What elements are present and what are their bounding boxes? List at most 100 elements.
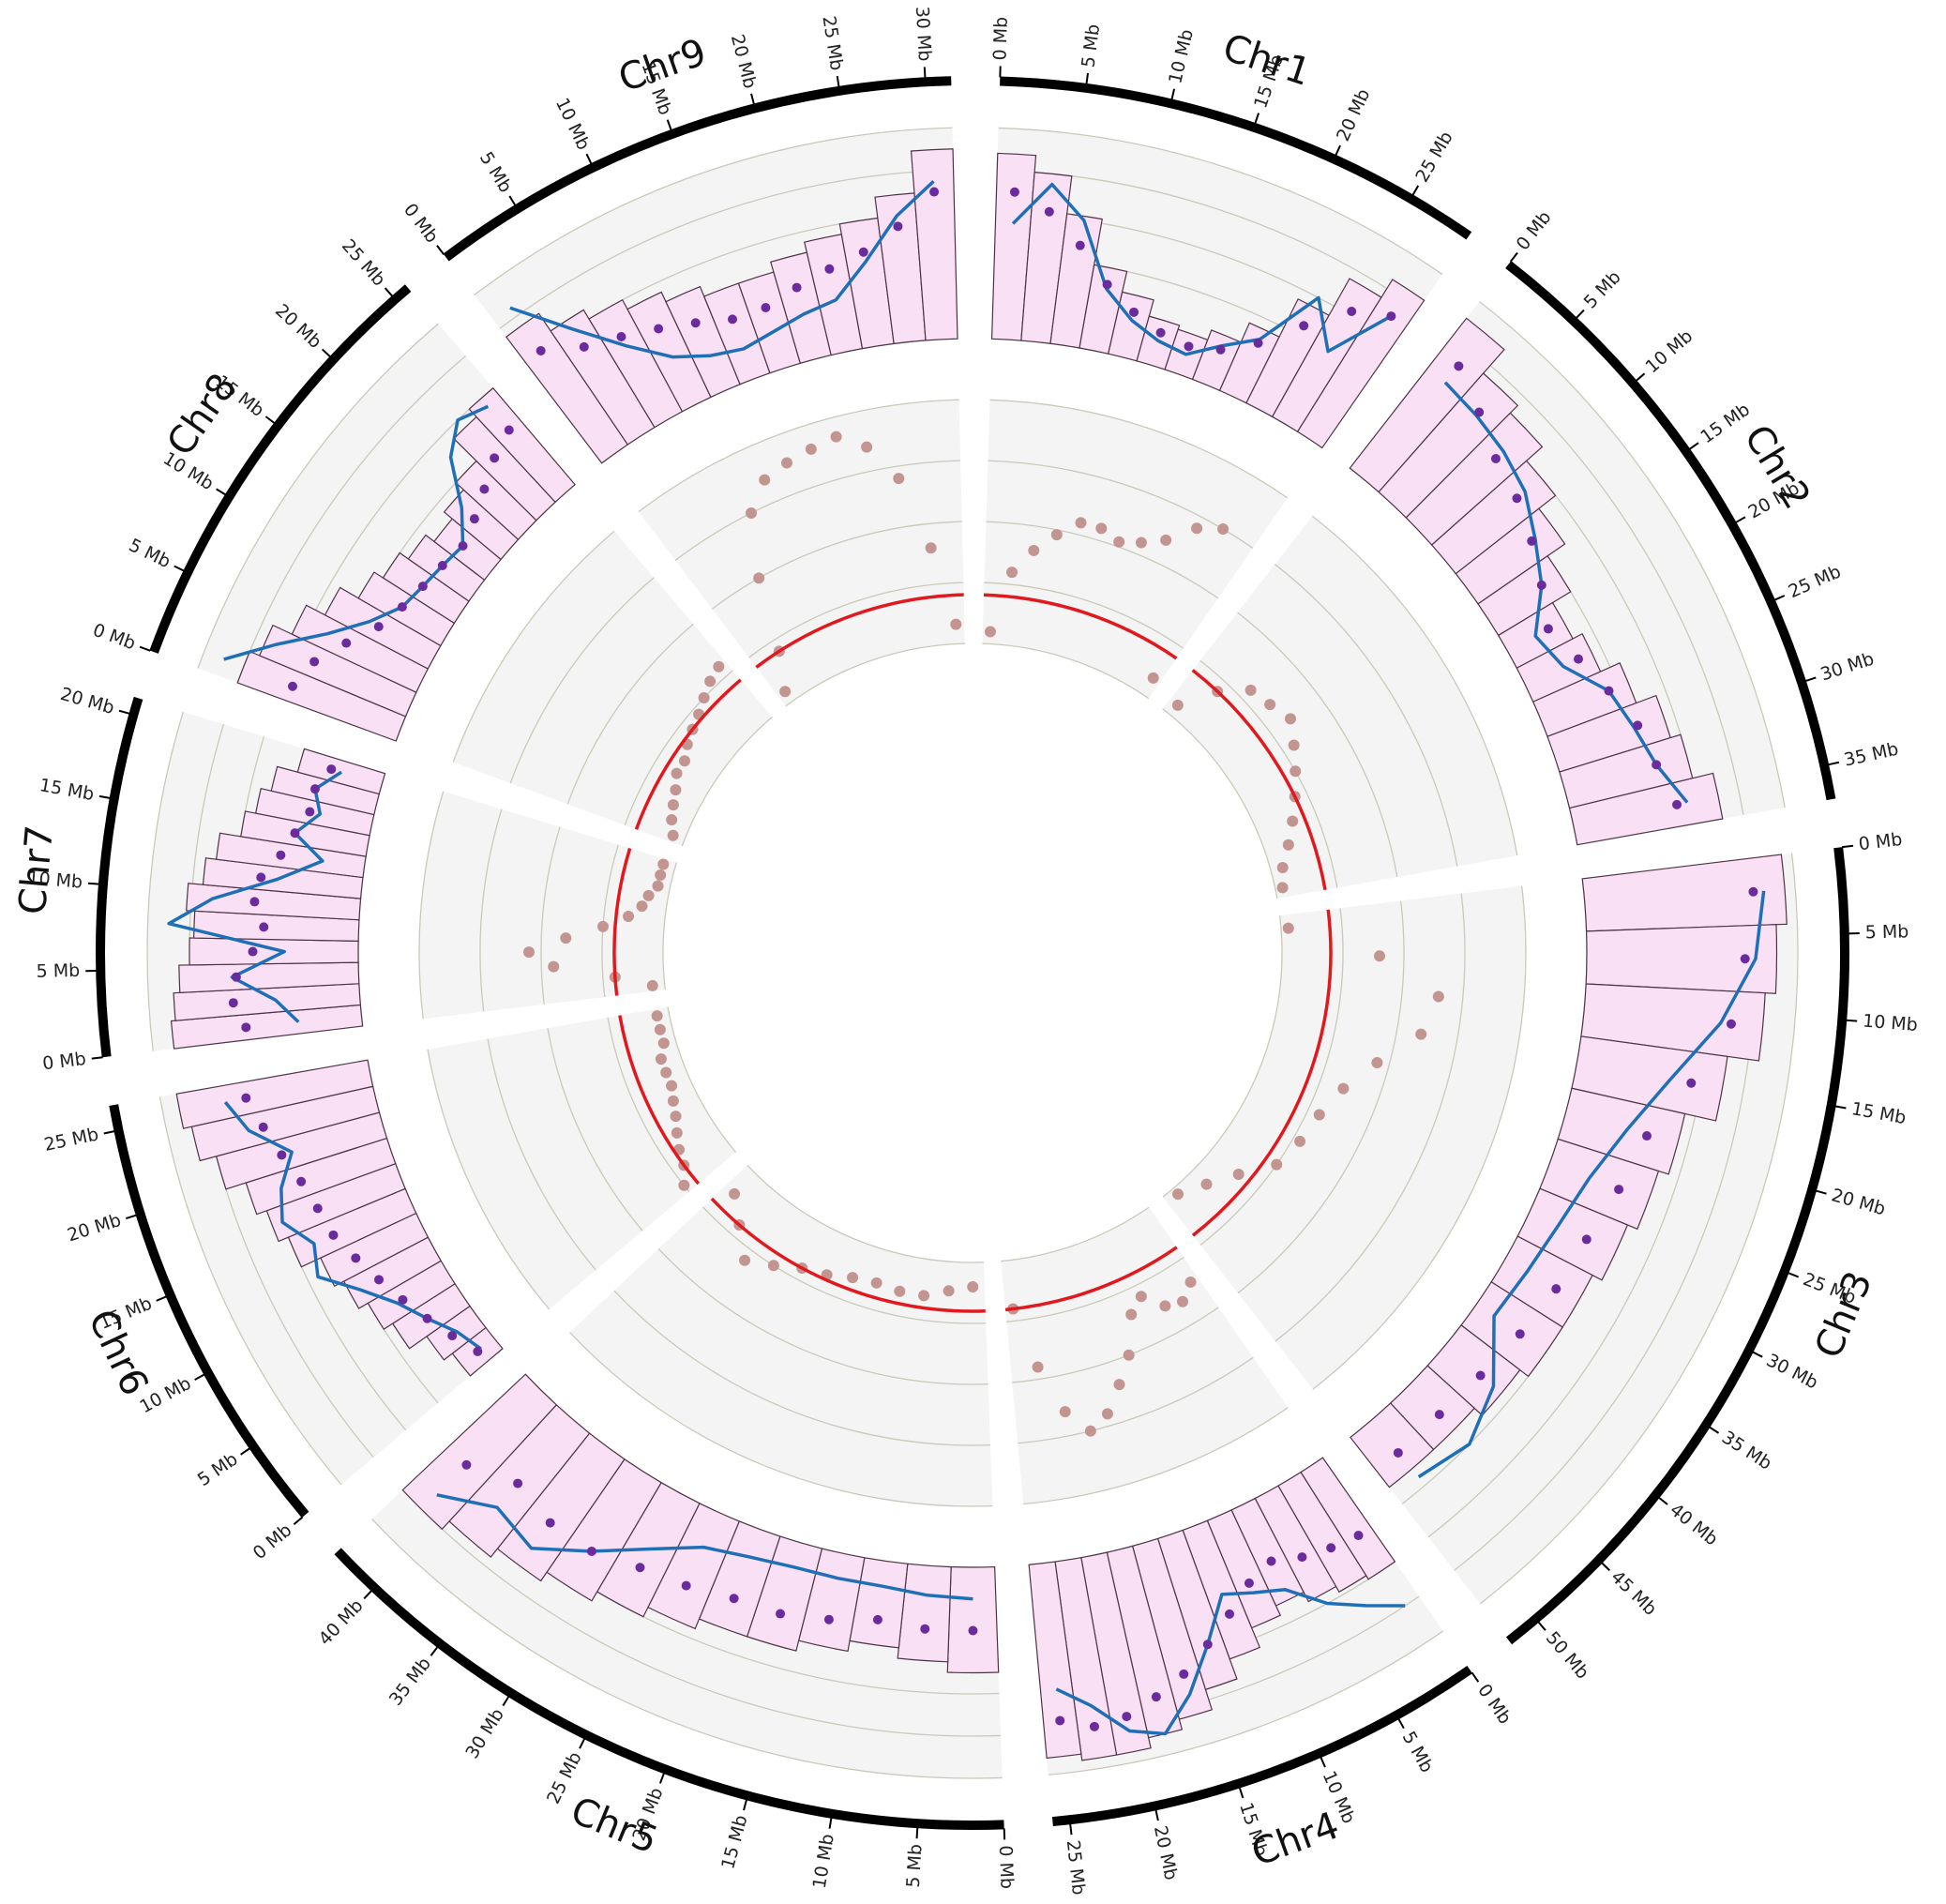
scatter-point [739,1254,751,1266]
scatter-point [918,1290,930,1302]
tick-label: 10 Mb [1862,1011,1918,1035]
scatter-point [1059,1406,1071,1418]
tick-mark [666,119,672,131]
dot [1633,720,1643,731]
scatter-point [666,1080,678,1092]
dot [1740,954,1750,964]
dot [1266,1556,1276,1566]
dot [1581,1234,1591,1245]
baseline-line [1004,1246,1178,1312]
scatter-point [753,572,765,584]
dot [309,657,320,667]
histogram-bar [175,1059,374,1129]
tick-label: 20 Mb [1829,1185,1887,1219]
density-line [223,1100,482,1351]
tick-label: 20 Mb [58,684,116,718]
dot [929,187,940,197]
histogram-bar [910,148,958,341]
dot [1672,799,1682,809]
tick-label: 25 Mb [1063,1839,1089,1896]
tick-label: 35 Mb [385,1654,435,1710]
dot [1179,1669,1189,1679]
dot [479,484,490,494]
chromosome-ring [1000,76,1472,240]
dot [1055,1715,1065,1726]
histogram-bar [1568,772,1724,846]
dot [1102,280,1112,290]
dot [1122,1712,1132,1722]
scatter-point [657,858,670,870]
grid-line [474,127,953,295]
tick-label: 30 Mb [1818,648,1877,685]
tick-mark [923,67,927,79]
histogram-bar [1296,279,1426,449]
tick-mark [98,794,111,799]
chromosome-ring [109,1104,309,1519]
tick-label: 30 Mb [461,1705,508,1762]
tick-mark [293,1516,304,1526]
dot [1326,1543,1336,1553]
grid-line [711,521,962,610]
dot [312,1203,323,1214]
scatter-point [1084,1425,1096,1437]
scatter-point [1032,1361,1044,1373]
tick-label: 0 Mb [995,1845,1018,1889]
tick-mark [240,1447,251,1456]
tick-mark [194,1373,205,1381]
dot [276,850,286,860]
dot [536,345,546,355]
dot [1393,1447,1403,1458]
density-line [1011,182,1393,356]
dot [727,314,737,325]
scatter-point [623,911,635,923]
scatter-point [950,618,962,630]
scatter-point [1276,861,1289,873]
tick-label: 40 Mb [1666,1500,1722,1550]
scatter-point [1276,882,1289,894]
dot [761,302,771,312]
histogram-bar [468,386,576,504]
grid-line [747,1164,984,1263]
scatter-point [746,507,758,520]
tick-label: 5 Mb [1865,921,1909,943]
tick-mark [915,1827,919,1839]
tick-mark [1815,1189,1827,1195]
scatter-point [870,1277,882,1289]
dot [490,453,500,463]
inner-track-background [453,531,773,847]
tick-mark [321,348,332,358]
tick-mark [508,195,517,206]
grid-line [197,323,439,669]
grid-line [452,530,615,763]
scatter-point [660,1066,672,1079]
dot [1551,1284,1561,1294]
tick-mark [1154,1809,1159,1821]
tick-label: 5 Mb [126,535,174,572]
tick-mark [1085,72,1089,85]
dot [341,638,352,648]
grid-line [509,577,655,784]
tick-label: 5 Mb [1078,23,1104,68]
tick-mark [156,1295,168,1302]
dot [1686,1078,1697,1088]
scatter-point [779,686,792,698]
inner-track-background [1001,1207,1289,1504]
grid-line [547,1028,643,1232]
dot [287,681,297,691]
scatter-point [657,1037,670,1050]
chromosome-ring [1505,261,1836,801]
scatter-point [1271,1158,1283,1171]
tick-mark [1708,1426,1720,1434]
tick-label: 35 Mb [1842,739,1900,771]
dot [256,872,266,883]
tick-mark [1238,1787,1245,1799]
dot [776,1609,786,1619]
dot [373,622,384,632]
tick-label: 15 Mb [1849,1098,1908,1128]
dot [1652,760,1662,770]
tick-label: 25 Mb [1786,561,1845,602]
tick-label: 10 Mb [809,1833,838,1890]
scatter-point [1217,523,1229,536]
